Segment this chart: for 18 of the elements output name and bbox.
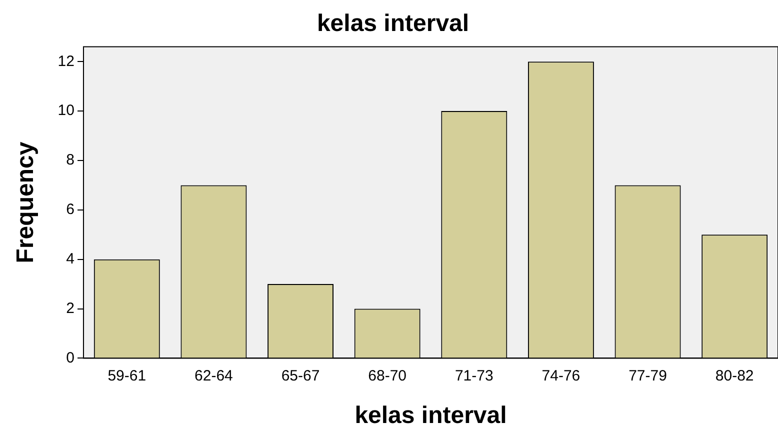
y-tick-label: 6 [66,201,74,218]
x-tick-label: 71-73 [454,367,494,384]
x-tick-label: 74-76 [542,367,580,384]
x-axis-title: kelas interval [354,402,507,430]
y-tick-label: 12 [58,52,74,70]
y-tick-label: 10 [58,102,74,120]
x-tick-label: 77-79 [628,367,667,384]
chart-title: kelas interval [316,10,470,38]
y-tick-label: 0 [66,349,74,366]
y-tick-label: 2 [66,300,74,317]
y-axis-title: Frequency [12,141,40,264]
y-tick-label: 8 [66,152,74,169]
x-tick-label: 59-61 [108,367,146,384]
x-tick-label: 62-64 [194,367,233,384]
y-tick-label: 4 [66,250,74,268]
x-tick-label: 65-67 [281,367,320,384]
x-tick-label: 80-82 [715,367,754,384]
x-tick-label: 68-70 [368,367,407,384]
